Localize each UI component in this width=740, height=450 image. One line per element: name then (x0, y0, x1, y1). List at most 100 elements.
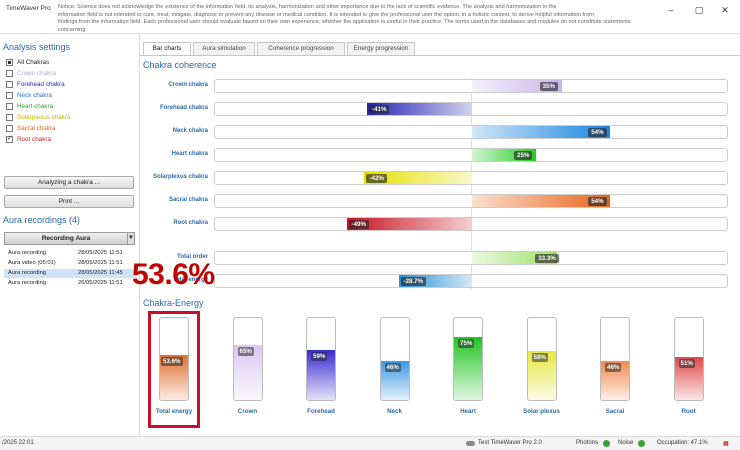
photons-label: Photons (576, 440, 599, 446)
chakra-checkbox-row[interactable]: Sacral chakra (6, 123, 56, 133)
recording-name: Aura video (05:01) (8, 260, 56, 266)
energy-column-label: Neck (387, 408, 402, 415)
coherence-bar: -42% (214, 171, 728, 185)
coherence-bar-fill (472, 195, 611, 207)
energy-value-badge: 46% (605, 363, 622, 373)
status-bar: /2025 22:01 Test TimeWaver Pro 2.0 Photo… (0, 436, 740, 450)
coherence-bar: 33.3% (214, 251, 728, 265)
recording-row[interactable]: Aura recording 26/05/2025 11:51 (4, 279, 136, 288)
value-badge: 33.3% (535, 253, 559, 263)
chakra-checkbox-row[interactable]: Heart chakra (6, 101, 53, 111)
checkbox-label: All Chakras (17, 58, 50, 66)
flag-icon[interactable]: ▦ (723, 441, 729, 447)
energy-column-label: Sacral (605, 408, 625, 415)
recording-date: 28/05/2025 11:51 (78, 260, 123, 266)
checkbox[interactable] (6, 80, 13, 88)
value-badge: -28.7% (400, 276, 427, 286)
checkbox[interactable] (6, 124, 13, 132)
checkbox-label: Root chakra (17, 135, 51, 143)
value-badge: 35% (539, 81, 558, 91)
checkbox[interactable] (6, 134, 13, 143)
recording-row[interactable]: Aura recording 28/05/2025 11:45 (4, 269, 136, 278)
checkbox-label: Neck chakra (17, 91, 52, 99)
tab-coherence-progression[interactable]: Coherence progression (257, 42, 345, 55)
chakra-checkbox-row[interactable]: All Chakras (6, 57, 49, 67)
tab-bar-charts[interactable]: Bar charts (143, 42, 191, 55)
recording-name: Aura recording (8, 280, 47, 286)
checkbox-label: Solarplexus chakra (17, 113, 71, 121)
noise-label: Noise (618, 440, 634, 446)
energy-column: 46% (379, 317, 410, 401)
energy-column: 53.6% (159, 317, 189, 401)
value-badge: 54% (588, 196, 607, 206)
chakra-coherence-title: Chakra coherence (143, 60, 217, 70)
bar-label: Root chakra (173, 220, 208, 226)
chakra-checkbox-row[interactable]: Neck chakra (6, 90, 52, 100)
recording-row[interactable]: Aura video (05:01) 28/05/2025 11:51 (4, 259, 136, 268)
energy-value-badge: 75% (458, 339, 475, 348)
checkbox[interactable] (6, 58, 13, 66)
recording-row[interactable]: Aura recording 28/05/2025 11:51 (4, 249, 136, 258)
recording-name: Aura recording (8, 270, 47, 276)
checkbox[interactable] (6, 69, 13, 77)
total-energy-callout: 53.6% (132, 258, 215, 291)
value-badge: -49% (348, 219, 369, 229)
analysis-settings-title: Analysis settings (3, 42, 71, 52)
coherence-bar: -41% (214, 102, 728, 116)
close-icon[interactable]: ✕ (721, 5, 729, 15)
energy-column: 65% (232, 317, 263, 401)
value-badge: -41% (369, 104, 390, 114)
chakra-checkbox-row[interactable]: Crown chakra (6, 68, 56, 78)
bar-label: Heart chakra (171, 151, 208, 157)
energy-column: 58% (526, 317, 557, 401)
recording-date: 26/05/2025 11:51 (78, 280, 123, 286)
tab-energy-progression[interactable]: Energy progression (347, 42, 415, 55)
tab-divider (140, 55, 740, 56)
analyze-chakra-button[interactable]: Analyzing a chakra ... (4, 176, 134, 189)
coherence-bar: -28.7% (214, 274, 728, 288)
checkbox[interactable] (6, 102, 13, 110)
chakra-checkbox-row[interactable]: Solarplexus chakra (6, 112, 71, 122)
chakra-checkbox-row[interactable]: Forehead chakra (6, 79, 65, 89)
coherence-bar-fill (364, 172, 472, 184)
value-badge: 25% (514, 150, 533, 160)
checkbox-label: Crown chakra (17, 69, 56, 77)
maximize-icon[interactable]: ▢ (694, 5, 704, 15)
checkbox-label: Heart chakra (17, 102, 54, 110)
tab-aura-simulation[interactable]: Aura simulation (193, 42, 255, 55)
energy-column-label: Root (681, 408, 696, 415)
coherence-bar: 54% (214, 125, 728, 139)
recording-date: 28/05/2025 11:51 (78, 250, 123, 256)
energy-value-badge: 59% (311, 352, 328, 362)
device-toggle-icon[interactable] (466, 441, 475, 446)
value-badge: -42% (366, 173, 387, 183)
left-panel: Analysis settings All Chakras Crown chakr… (0, 34, 140, 436)
chevron-down-icon[interactable]: ▼ (127, 232, 135, 245)
energy-value-badge: 65% (237, 347, 254, 357)
energy-value-badge: 58% (531, 353, 548, 363)
energy-column-label: Crown (237, 408, 258, 415)
energy-column-label: Forehead (307, 408, 335, 415)
coherence-bar-fill (346, 218, 472, 230)
energy-column-label: Solar plexus (523, 408, 560, 415)
recording-aura-button[interactable]: Recording Aura (4, 232, 128, 245)
coherence-bar: -49% (214, 217, 728, 231)
status-date: /2025 22:01 (2, 440, 34, 446)
coherence-bar: 25% (214, 148, 728, 162)
checkbox[interactable] (6, 91, 13, 99)
recording-date: 28/05/2025 11:45 (78, 270, 123, 276)
coherence-bar-fill (472, 80, 562, 92)
print-button[interactable]: Print ... (4, 195, 134, 208)
checkbox[interactable] (6, 113, 13, 121)
coherence-bar: 35% (214, 79, 728, 93)
device-name: Test TimeWaver Pro 2.0 (478, 440, 542, 446)
photons-status-icon (603, 440, 610, 447)
bar-label: Neck chakra (172, 128, 208, 134)
recording-name: Aura recording (8, 250, 47, 256)
bar-label: Crown chakra (168, 82, 208, 88)
energy-column: 51% (673, 317, 704, 401)
chakra-checkbox-row[interactable]: Root chakra (6, 134, 51, 144)
minimize-icon[interactable]: – (668, 5, 674, 15)
energy-value-badge: 51% (678, 359, 695, 369)
total-energy-highlight (148, 311, 200, 428)
